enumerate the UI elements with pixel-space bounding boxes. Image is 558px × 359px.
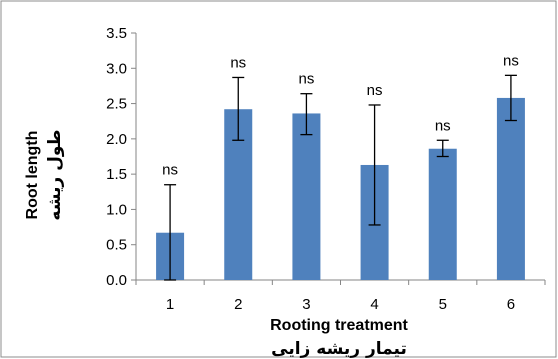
y-tick-label: 2.0: [106, 131, 127, 148]
significance-label: ns: [298, 71, 314, 88]
bar: [292, 113, 321, 280]
y-axis-title: Root length: [24, 131, 41, 220]
x-axis-title: Rooting treatment: [270, 317, 408, 334]
significance-label: ns: [230, 54, 246, 71]
y-tick-label: 1.0: [106, 201, 127, 218]
x-tick-label: 2: [234, 296, 242, 313]
y-tick-label: 1.5: [106, 166, 127, 183]
y-tick-label: 3.0: [106, 60, 127, 77]
x-tick-label: 6: [507, 296, 515, 313]
y-axis-title-fa: طول ریشه: [45, 129, 65, 220]
labels-group: ns 1 ns 2 ns 3 ns 4 ns 5 ns 6: [162, 52, 519, 313]
bars-group: [156, 97, 525, 281]
x-axis-title-fa: تیمار ریشه زایی: [271, 339, 407, 359]
x-tick-label: 5: [439, 296, 447, 313]
y-tick-label: 0.5: [106, 237, 127, 254]
significance-label: ns: [435, 117, 451, 134]
axes: 0.0 0.5 1.0 1.5 2.0 2.5 3.0 3.5: [106, 25, 546, 289]
significance-label: ns: [503, 52, 519, 69]
y-tick-label: 0.0: [106, 272, 127, 289]
significance-label: ns: [162, 162, 178, 179]
x-tick-label: 1: [166, 296, 174, 313]
x-tick-label: 3: [302, 296, 310, 313]
significance-label: ns: [367, 82, 383, 99]
bar: [496, 97, 525, 280]
y-tick-label: 2.5: [106, 96, 127, 113]
error-bars-group: [164, 74, 517, 281]
x-tick-label: 4: [370, 296, 378, 313]
bar: [428, 148, 457, 280]
y-tick-label: 3.5: [106, 25, 127, 42]
